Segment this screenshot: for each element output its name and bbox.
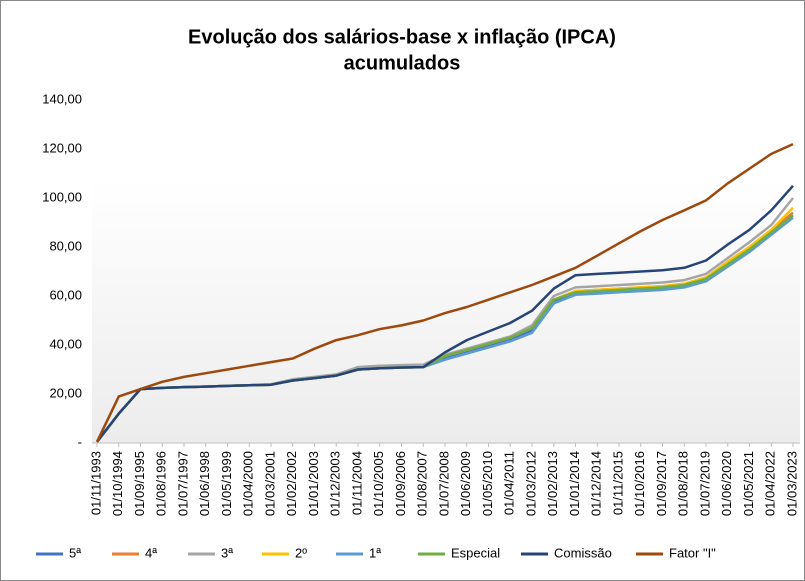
x-tick-label: 01/06/2009 [458, 451, 473, 516]
x-tick-label: 01/12/2003 [328, 451, 343, 516]
x-tick-label: 01/09/1995 [132, 451, 147, 516]
x-tick-label: 01/11/2015 [610, 451, 625, 515]
legend-label: 3ª [221, 545, 233, 560]
series-line [96, 184, 794, 443]
series-line [95, 142, 794, 443]
x-tick-label: 01/12/2014 [589, 451, 604, 516]
legend-label: 5ª [69, 545, 81, 560]
x-tick-label: 01/05/2021 [741, 451, 756, 516]
x-tick-label: 01/07/2019 [697, 451, 712, 516]
x-tick-label: 01/06/1998 [197, 451, 212, 516]
x-tick-label: 01/10/1994 [110, 451, 125, 516]
x-tick-label: 01/02/2002 [284, 451, 299, 516]
x-tick-label: 01/03/2012 [523, 451, 538, 516]
y-tick-label: 40,00 [49, 336, 82, 351]
legend-label: 4ª [145, 545, 157, 560]
x-tick-label: 01/08/2018 [676, 451, 691, 516]
x-tick-label: 01/08/2007 [415, 451, 430, 516]
x-tick-label: 01/07/1997 [175, 451, 190, 516]
legend-label: 2º [295, 545, 307, 560]
y-tick-label: - [78, 434, 82, 449]
x-tick-label: 01/11/2004 [349, 451, 364, 515]
x-tick-label: 01/09/2017 [654, 451, 669, 516]
plot-background [92, 180, 800, 443]
x-tick-label: 01/01/2003 [306, 451, 321, 516]
y-tick-label: 100,00 [42, 189, 82, 204]
chart-title: Evolução dos salários-base x inflação (I… [188, 26, 616, 48]
x-tick-label: 01/09/2006 [393, 451, 408, 516]
x-tick-label: 01/05/1999 [219, 451, 234, 516]
legend-label: Comissão [554, 545, 612, 560]
x-tick-label: 01/02/2013 [545, 451, 560, 516]
y-tick-label: 140,00 [42, 91, 82, 106]
x-tick-label: 01/05/2010 [480, 451, 495, 516]
legend-label: Fator "I" [669, 545, 716, 560]
x-tick-label: 01/07/2008 [436, 451, 451, 516]
x-tick-label: 01/04/2011 [502, 451, 517, 515]
x-tick-label: 01/08/1996 [154, 451, 169, 516]
legend-label: Especial [451, 545, 500, 560]
y-tick-label: 20,00 [49, 385, 82, 400]
y-tick-label: 80,00 [49, 238, 82, 253]
x-tick-label: 01/01/2014 [567, 451, 582, 516]
y-tick-label: 60,00 [49, 287, 82, 302]
x-tick-label: 01/11/1993 [88, 451, 103, 515]
chart-subtitle: acumulados [344, 52, 461, 74]
x-tick-label: 01/04/2000 [241, 451, 256, 516]
legend-label: 1ª [369, 545, 381, 560]
x-tick-label: 01/10/2005 [371, 451, 386, 516]
x-tick-label: 01/03/2001 [262, 451, 277, 516]
x-tick-label: 01/06/2020 [719, 451, 734, 516]
y-tick-label: 120,00 [42, 140, 82, 155]
x-tick-label: 01/03/2023 [784, 451, 799, 516]
x-tick-label: 01/10/2016 [632, 451, 647, 516]
x-tick-label: 01/04/2022 [763, 451, 778, 516]
